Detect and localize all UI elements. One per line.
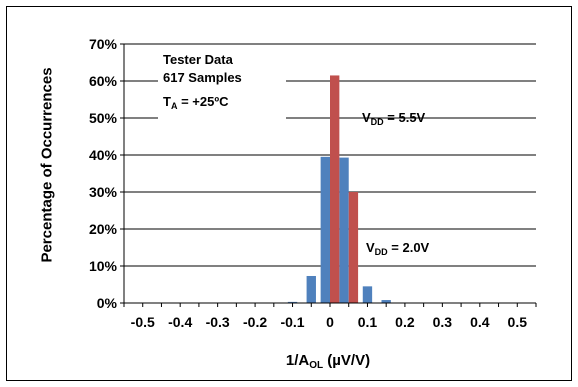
x-tick-label: 0.4	[470, 314, 490, 330]
annotation-temperature: TA = +25ºC	[163, 95, 228, 111]
bar-vdd-5v5	[330, 75, 340, 303]
vdd-low-rest: = 2.0V	[387, 240, 430, 255]
annotation-background	[158, 50, 286, 120]
ta-rest: = +25ºC	[177, 94, 229, 109]
annotation-vdd-low: VDD = 2.0V	[366, 241, 429, 257]
x-tick-label: 0.5	[508, 314, 528, 330]
y-tick-label: 0%	[97, 295, 118, 311]
x-tick-label: 0.2	[395, 314, 415, 330]
y-tick-label: 60%	[89, 73, 118, 89]
x-axis-label-sub: OL	[309, 360, 324, 371]
ta-main: T	[163, 94, 171, 109]
y-tick-label: 40%	[89, 147, 118, 163]
vdd-low-main: V	[366, 240, 375, 255]
bar-vdd-2v	[306, 275, 316, 303]
bar-vdd-5v5	[348, 192, 359, 303]
y-tick-label: 70%	[89, 36, 118, 52]
annotation-samples: 617 Samples	[163, 70, 242, 85]
annotation-vdd-high: VDD = 5.5V	[362, 111, 425, 127]
chart-figure	[6, 6, 572, 381]
x-tick-label: -0.2	[243, 314, 267, 330]
bar-vdd-2v	[362, 286, 373, 303]
x-axis-label: 1/AOL (µV/V)	[286, 352, 370, 371]
y-axis-label: Percentage of Occurrences	[38, 67, 56, 263]
bar-vdd-2v	[339, 157, 349, 303]
vdd-high-sub: DD	[370, 117, 384, 127]
y-tick-label: 20%	[89, 221, 118, 237]
x-axis-label-main: 1/A	[285, 352, 310, 369]
vdd-low-sub: DD	[374, 247, 388, 257]
x-tick-label: -0.1	[280, 314, 304, 330]
bar-vdd-2v	[287, 301, 298, 303]
y-tick-label: 30%	[89, 184, 118, 200]
annotation-tester-data: Tester Data	[163, 52, 233, 67]
x-tick-label: -0.5	[131, 314, 155, 330]
x-tick-label: 0	[326, 314, 334, 330]
x-tick-label: 0.3	[433, 314, 453, 330]
x-tick-label: 0.1	[358, 314, 378, 330]
x-axis-label-unit: (µV/V)	[323, 352, 371, 369]
vdd-high-main: V	[362, 110, 371, 125]
x-tick-label: -0.3	[206, 314, 230, 330]
bar-vdd-2v	[381, 300, 391, 303]
y-tick-label: 50%	[89, 110, 118, 126]
ta-sub: A	[170, 101, 178, 111]
x-tick-label: -0.4	[168, 314, 192, 330]
bar-vdd-2v	[320, 156, 330, 303]
y-tick-label: 10%	[89, 258, 118, 274]
vdd-high-rest: = 5.5V	[383, 110, 426, 125]
